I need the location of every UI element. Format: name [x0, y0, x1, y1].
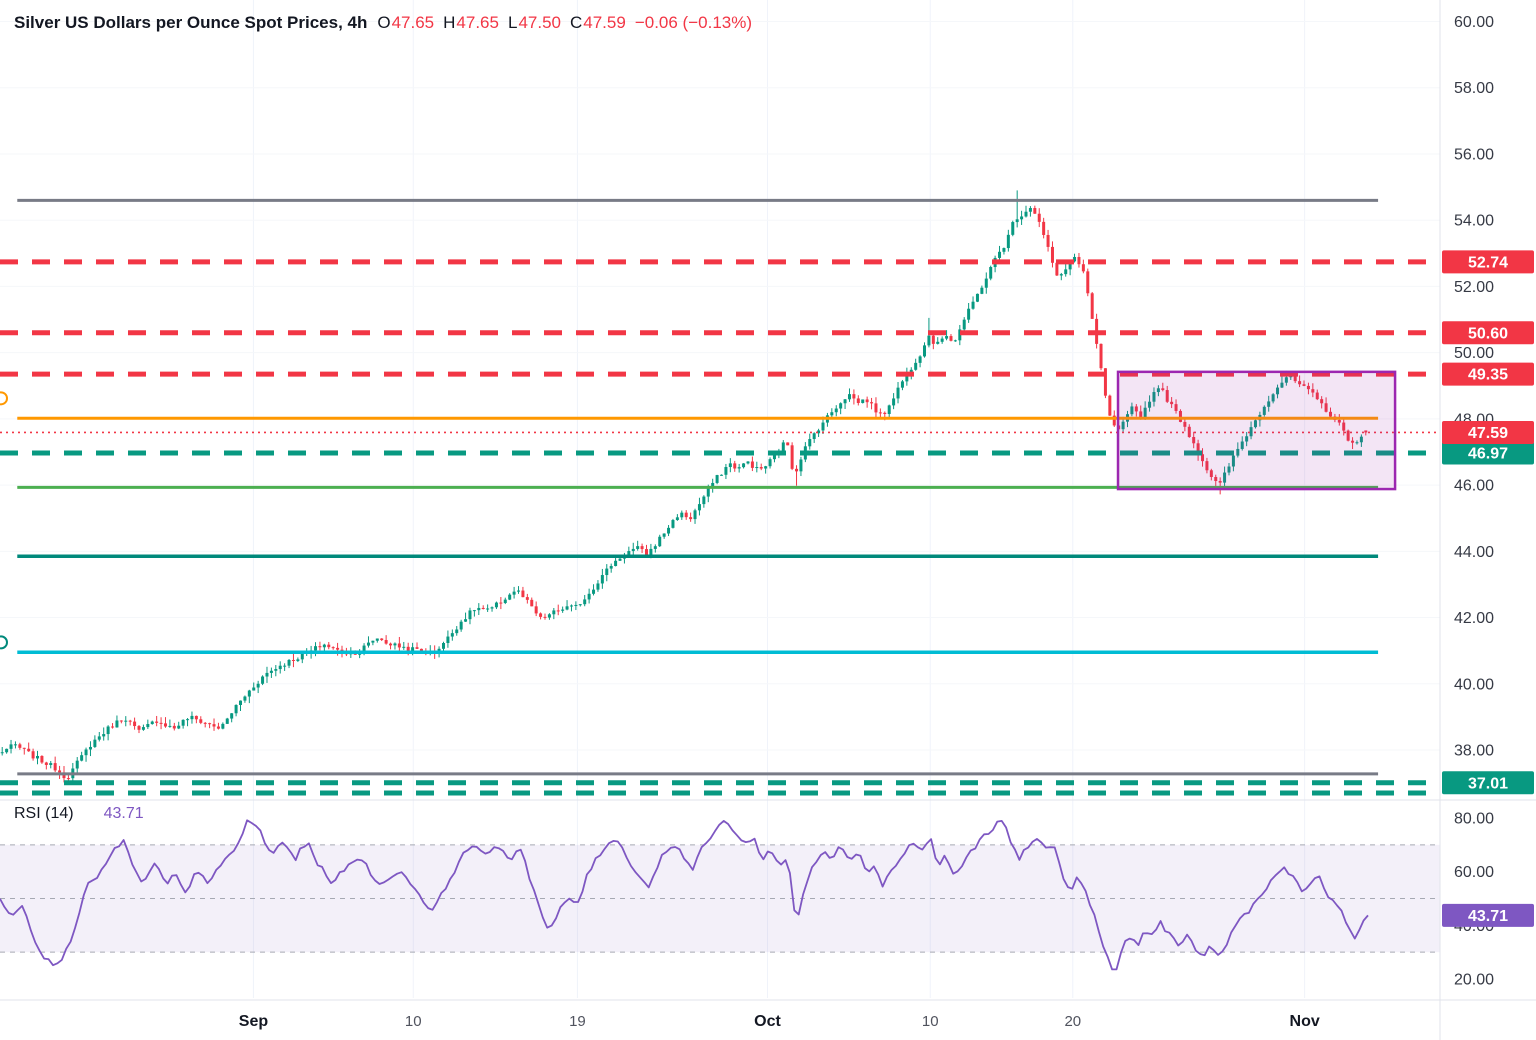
- rsi-tick-label: 80.00: [1454, 811, 1494, 828]
- ohlc-readout: O47.65 H47.65 L47.50 C47.59 −0.06 (−0.13…: [377, 13, 752, 33]
- price-tick-label: 52.00: [1454, 279, 1494, 296]
- ohlc-close: C47.59: [570, 13, 626, 33]
- high-value: 47.65: [456, 13, 499, 32]
- svg-text:46.97: 46.97: [1468, 445, 1508, 462]
- close-label: C: [569, 13, 583, 32]
- high-label: H: [443, 13, 456, 32]
- price-tick-label: 38.00: [1454, 742, 1494, 759]
- line-handle[interactable]: [0, 635, 8, 650]
- rsi-tick-label: 20.00: [1454, 971, 1494, 988]
- rsi-legend[interactable]: RSI (14) 43.71: [14, 805, 144, 823]
- price-tick-label: 56.00: [1454, 146, 1494, 163]
- low-value: 47.50: [518, 13, 561, 32]
- time-tick-label-sep: Sep: [239, 1013, 269, 1030]
- time-tick-label-nov: Nov: [1290, 1013, 1320, 1030]
- price-tick-label: 54.00: [1454, 213, 1494, 230]
- price-badge-50.60: 50.60: [1442, 321, 1534, 345]
- range-box[interactable]: [1116, 370, 1397, 491]
- rsi-tick-label: 60.00: [1454, 864, 1494, 881]
- svg-text:37.01: 37.01: [1468, 775, 1508, 792]
- chart-legend[interactable]: Silver US Dollars per Ounce Spot Prices,…: [14, 13, 752, 33]
- time-tick-label-10: 10: [405, 1013, 422, 1030]
- axis-badges: 52.74 50.60 49.35 46.97 37.01 47.59 43.71: [1442, 250, 1534, 927]
- price-badge-46.97: 46.97: [1442, 441, 1534, 465]
- price-badge-37.01: 37.01: [1442, 771, 1534, 795]
- price-badge-49.35: 49.35: [1442, 362, 1534, 386]
- ohlc-low: L47.50: [508, 13, 561, 33]
- svg-text:50.60: 50.60: [1468, 325, 1508, 342]
- price-tick-label: 44.00: [1454, 544, 1494, 561]
- time-axis[interactable]: Sep 10 19 Oct 10 20 Nov: [239, 1013, 1320, 1030]
- rsi-value-badge: 43.71: [1442, 903, 1534, 927]
- svg-text:52.74: 52.74: [1468, 254, 1508, 271]
- drawing-levels[interactable]: [0, 198, 1440, 796]
- price-tick-label: 40.00: [1454, 676, 1494, 693]
- close-value: 47.59: [583, 13, 626, 32]
- open-label: O: [377, 13, 391, 32]
- time-tick-label-10: 10: [922, 1013, 939, 1030]
- price-tick-label: 58.00: [1454, 80, 1494, 97]
- current-price-badge: 47.59: [1442, 420, 1534, 444]
- rsi-current-value: 43.71: [103, 805, 144, 822]
- svg-text:49.35: 49.35: [1468, 367, 1508, 384]
- rsi-indicator-label: RSI (14): [14, 805, 74, 822]
- low-label: L: [507, 13, 518, 32]
- rsi-plot: [0, 819, 1369, 971]
- rsi-band: [0, 844, 1440, 953]
- ohlc-open: O47.65: [377, 13, 434, 33]
- line-handle[interactable]: [0, 391, 8, 406]
- price-badge-52.74: 52.74: [1442, 250, 1534, 274]
- price-tick-label: 42.00: [1454, 610, 1494, 627]
- price-tick-label: 50.00: [1454, 345, 1494, 362]
- time-tick-label-19: 19: [569, 1013, 586, 1030]
- price-tick-label: 46.00: [1454, 478, 1494, 495]
- time-tick-label-oct: Oct: [754, 1013, 781, 1030]
- svg-text:47.59: 47.59: [1468, 425, 1508, 442]
- change-value: −0.06 (−0.13%): [634, 13, 753, 32]
- ohlc-high: H47.65: [443, 13, 499, 33]
- consolidation-box[interactable]: [1116, 370, 1397, 491]
- price-tick-label: 60.00: [1454, 14, 1494, 31]
- time-tick-label-20: 20: [1064, 1013, 1081, 1030]
- price-axis[interactable]: 60.0058.0056.0054.0052.0050.0048.0046.00…: [1454, 14, 1494, 988]
- open-value: 47.65: [391, 13, 435, 32]
- line-handles[interactable]: [0, 391, 8, 650]
- symbol-title[interactable]: Silver US Dollars per Ounce Spot Prices,…: [14, 13, 368, 32]
- svg-text:43.71: 43.71: [1468, 908, 1508, 925]
